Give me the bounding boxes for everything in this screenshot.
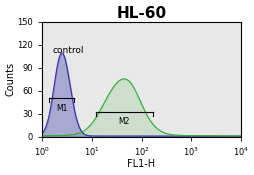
Text: M1: M1: [56, 104, 67, 113]
Text: control: control: [53, 46, 84, 55]
Text: M2: M2: [118, 117, 129, 127]
Title: HL-60: HL-60: [116, 6, 166, 20]
Y-axis label: Counts: Counts: [6, 62, 15, 96]
X-axis label: FL1-H: FL1-H: [127, 159, 155, 169]
